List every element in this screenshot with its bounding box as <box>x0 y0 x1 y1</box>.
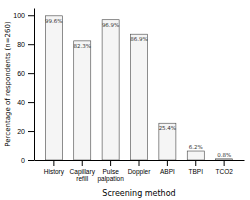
x-tick-label: Pulsepalpation <box>97 168 124 183</box>
data-labels: 99.6% 82.3% 96.9% 86.9% 25.4% 6.2% 0.8% <box>45 18 231 158</box>
y-tick-mark <box>28 160 34 161</box>
x-tick: History <box>44 160 65 176</box>
y-axis: 0 20 40 60 80 100 <box>13 9 34 164</box>
y-tick: 20 <box>17 128 34 135</box>
x-tick-mark <box>53 160 54 166</box>
bar <box>45 16 62 160</box>
data-label: 0.8% <box>217 152 231 158</box>
x-tick-label: TCO2 <box>215 168 233 175</box>
y-axis-line <box>34 9 35 161</box>
y-tick-mark <box>28 44 34 45</box>
data-label: 6.2% <box>189 144 203 150</box>
y-tick-label: 80 <box>17 41 25 48</box>
y-tick: 60 <box>17 70 34 77</box>
x-axis: History CapillaryrefillPulsepalpation Dopp… <box>35 160 245 183</box>
data-label: 25.4% <box>159 125 176 131</box>
y-axis-title: Percentage of respondents (n=260) <box>4 21 12 147</box>
bar <box>159 123 176 160</box>
y-tick-label: 20 <box>17 128 25 135</box>
data-label: 96.9% <box>102 22 119 28</box>
bars <box>45 16 232 160</box>
y-tick: 40 <box>17 99 34 106</box>
x-tick: Doppler <box>128 160 152 176</box>
y-tick-mark <box>28 15 34 16</box>
x-tick-label: History <box>44 168 65 176</box>
x-tick-mark <box>195 160 196 166</box>
x-tick-label: Capillaryrefill <box>70 168 96 182</box>
x-tick: ABPI <box>160 160 175 175</box>
x-tick-mark <box>82 160 83 166</box>
x-tick-mark <box>167 160 168 166</box>
y-tick: 0 <box>21 157 34 164</box>
x-tick: Capillaryrefill <box>70 160 96 182</box>
x-tick: TCO2 <box>215 160 233 175</box>
x-tick-mark <box>110 160 111 166</box>
y-tick-label: 40 <box>17 99 25 106</box>
chart: History CapillaryrefillPulsepalpation Dopp… <box>0 0 250 200</box>
y-tick-mark <box>28 102 34 103</box>
data-label: 86.9% <box>130 36 147 42</box>
x-tick-label: Doppler <box>128 168 152 176</box>
x-tick-label: ABPI <box>160 168 175 175</box>
x-axis-title: Screening method <box>102 189 175 198</box>
x-tick: Pulsepalpation <box>97 160 124 183</box>
plot: History CapillaryrefillPulsepalpation Dopp… <box>13 9 244 183</box>
y-tick: 80 <box>17 41 34 48</box>
x-tick-mark <box>224 160 225 166</box>
bar <box>102 20 119 160</box>
y-tick-label: 60 <box>17 70 25 77</box>
x-tick-label: TBPI <box>189 168 204 175</box>
bar <box>130 34 147 160</box>
bar <box>187 151 204 160</box>
x-tick: TBPI <box>189 160 204 175</box>
y-tick: 100 <box>13 12 34 19</box>
bar <box>216 159 233 160</box>
y-tick-label: 0 <box>21 157 25 164</box>
data-label: 82.3% <box>74 43 91 49</box>
y-tick-mark <box>28 73 34 74</box>
x-tick-mark <box>139 160 140 166</box>
data-label: 99.6% <box>45 18 62 24</box>
y-tick-mark <box>28 131 34 132</box>
y-tick-label: 100 <box>13 12 25 19</box>
bar <box>74 41 91 160</box>
